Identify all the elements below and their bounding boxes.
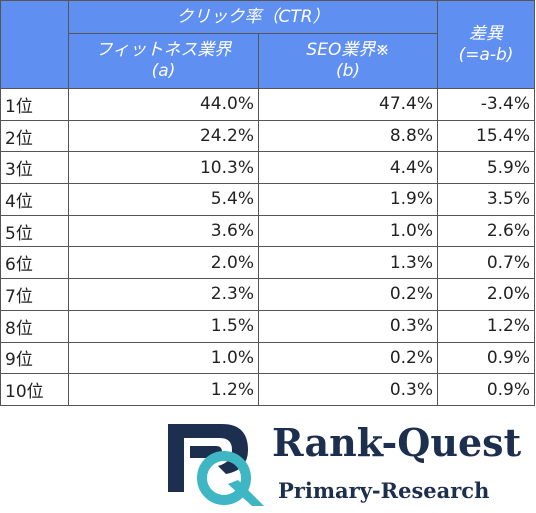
logo-icon: [168, 424, 264, 506]
fitness-ctr-cell: 10.3%: [68, 151, 259, 185]
table-row: 2位 24.2% 8.8% 15.4%: [0, 119, 536, 153]
seo-ctr-cell: 1.0%: [257, 214, 439, 248]
table-row: 3位 10.3% 4.4% 5.9%: [0, 151, 536, 185]
group-header: クリック率（CTR）: [67, 0, 439, 34]
table-row: 6位 2.0% 1.3% 0.7%: [0, 246, 536, 280]
corner-cell: [0, 0, 69, 89]
header-line: 差異: [469, 23, 504, 44]
col-b-header: SEO業界※ (b): [257, 33, 439, 89]
table-row: 7位 2.3% 0.2% 2.0%: [0, 278, 536, 311]
logo-tagline: Primary-Research: [278, 478, 489, 503]
rank-cell: 1位: [0, 88, 69, 121]
diff-cell: 2.6%: [437, 214, 536, 248]
header-line: (=a-b): [458, 44, 514, 65]
header-line: SEO業界※: [306, 40, 390, 60]
table-row: 4位 5.4% 1.9% 3.5%: [0, 183, 536, 216]
logo: Rank-Quest Primary-Research: [168, 420, 522, 506]
seo-ctr-cell: 1.9%: [257, 183, 439, 216]
seo-ctr-cell: 47.4%: [257, 88, 439, 121]
diff-cell: 0.9%: [437, 341, 536, 375]
diff-cell: 1.2%: [437, 309, 536, 343]
header-line: (b): [335, 61, 361, 81]
rank-cell: 6位: [0, 246, 69, 280]
col-a-header: フィットネス業界 (a): [68, 33, 259, 89]
fitness-ctr-cell: 2.0%: [68, 246, 259, 280]
fitness-ctr-cell: 1.2%: [68, 373, 259, 406]
diff-cell: 5.9%: [437, 151, 536, 185]
seo-ctr-cell: 0.3%: [257, 373, 439, 406]
rank-cell: 9位: [0, 341, 69, 375]
fitness-ctr-cell: 5.4%: [68, 183, 259, 216]
fitness-ctr-cell: 24.2%: [68, 119, 259, 153]
diff-cell: 0.7%: [437, 246, 536, 280]
diff-cell: -3.4%: [437, 88, 536, 121]
rank-cell: 3位: [0, 151, 69, 185]
diff-cell: 0.9%: [437, 373, 536, 406]
rank-cell: 5位: [0, 214, 69, 248]
fitness-ctr-cell: 1.0%: [68, 341, 259, 375]
fitness-ctr-cell: 3.6%: [68, 214, 259, 248]
fitness-ctr-cell: 2.3%: [68, 278, 259, 311]
rank-cell: 2位: [0, 119, 69, 153]
seo-ctr-cell: 0.2%: [257, 341, 439, 375]
table-row: 8位 1.5% 0.3% 1.2%: [0, 309, 536, 343]
header-line: (a): [151, 61, 176, 81]
fitness-ctr-cell: 44.0%: [68, 88, 259, 121]
rank-cell: 7位: [0, 278, 69, 311]
seo-ctr-cell: 8.8%: [257, 119, 439, 153]
seo-ctr-cell: 0.2%: [257, 278, 439, 311]
table-row: 10位 1.2% 0.3% 0.9%: [0, 373, 536, 406]
ctr-table: クリック率（CTR） 差異 (=a-b) フィットネス業界 (a) SEO業界※…: [0, 0, 536, 406]
diff-cell: 3.5%: [437, 183, 536, 216]
table-row: 9位 1.0% 0.2% 0.9%: [0, 341, 536, 375]
rank-cell: 10位: [0, 373, 69, 406]
seo-ctr-cell: 4.4%: [257, 151, 439, 185]
table-row: 1位 44.0% 47.4% -3.4%: [0, 88, 536, 121]
header-line: フィットネス業界: [95, 40, 232, 60]
rank-cell: 4位: [0, 183, 69, 216]
diff-cell: 15.4%: [437, 119, 536, 153]
table-body: 1位 44.0% 47.4% -3.4% 2位 24.2% 8.8% 15.4% 3位 10.3%…: [0, 88, 536, 406]
seo-ctr-cell: 1.3%: [257, 246, 439, 280]
table-row: 5位 3.6% 1.0% 2.6%: [0, 214, 536, 248]
rank-cell: 8位: [0, 309, 69, 343]
fitness-ctr-cell: 1.5%: [68, 309, 259, 343]
logo-name: Rank-Quest: [272, 420, 522, 465]
seo-ctr-cell: 0.3%: [257, 309, 439, 343]
diff-cell: 2.0%: [437, 278, 536, 311]
diff-header: 差異 (=a-b): [437, 0, 536, 89]
